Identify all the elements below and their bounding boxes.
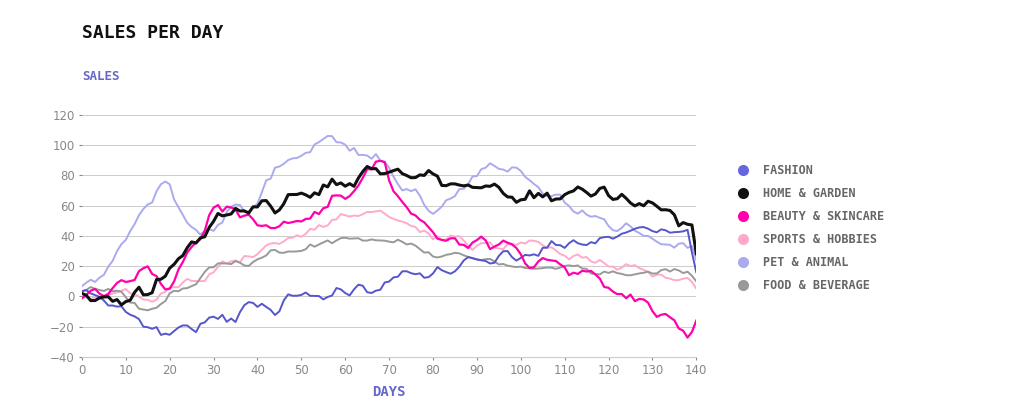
SPORTS & HOBBIES <box>76 295 88 300</box>
PET & ANIMAL <box>615 225 628 230</box>
BEAUTY & SKINCARE <box>615 291 628 296</box>
HOME & GARDEN <box>607 197 620 202</box>
FASHION <box>602 234 614 239</box>
FOOD & BEVERAGE <box>111 288 123 293</box>
HOME & GARDEN <box>620 196 632 201</box>
FOOD & BEVERAGE <box>141 308 154 313</box>
FASHION <box>111 304 123 309</box>
SPORTS & HOBBIES <box>146 299 159 304</box>
HOME & GARDEN <box>76 291 88 296</box>
HOME & GARDEN <box>669 212 681 217</box>
FASHION <box>282 292 294 297</box>
FASHION <box>76 289 88 294</box>
HOME & GARDEN <box>282 192 294 197</box>
FOOD & BEVERAGE <box>80 288 92 293</box>
PET & ANIMAL <box>602 224 614 229</box>
FASHION <box>615 231 628 236</box>
X-axis label: DAYS: DAYS <box>373 385 406 399</box>
FOOD & BEVERAGE <box>607 269 620 274</box>
Line: FOOD & BEVERAGE: FOOD & BEVERAGE <box>82 238 696 310</box>
SPORTS & HOBBIES <box>690 286 702 291</box>
Legend: FASHION, HOME & GARDEN, BEAUTY & SKINCARE, SPORTS & HOBBIES, PET & ANIMAL, FOOD : FASHION, HOME & GARDEN, BEAUTY & SKINCAR… <box>727 159 889 297</box>
BEAUTY & SKINCARE <box>690 318 702 323</box>
Text: SALES PER DAY: SALES PER DAY <box>82 24 223 42</box>
HOME & GARDEN <box>111 297 123 302</box>
PET & ANIMAL <box>80 280 92 285</box>
PET & ANIMAL <box>322 134 334 139</box>
HOME & GARDEN <box>690 251 702 256</box>
PET & ANIMAL <box>690 257 702 262</box>
Line: HOME & GARDEN: HOME & GARDEN <box>82 166 696 305</box>
FASHION <box>690 270 702 275</box>
SPORTS & HOBBIES <box>620 262 632 267</box>
BEAUTY & SKINCARE <box>681 335 693 340</box>
PET & ANIMAL <box>664 242 676 247</box>
Line: FASHION: FASHION <box>82 227 696 335</box>
FASHION <box>80 288 92 293</box>
Line: SPORTS & HOBBIES: SPORTS & HOBBIES <box>82 210 696 302</box>
Line: PET & ANIMAL: PET & ANIMAL <box>82 136 696 286</box>
SPORTS & HOBBIES <box>111 290 123 295</box>
SPORTS & HOBBIES <box>282 235 294 240</box>
HOME & GARDEN <box>80 293 92 298</box>
BEAUTY & SKINCARE <box>664 315 676 320</box>
FOOD & BEVERAGE <box>690 279 702 284</box>
Line: BEAUTY & SKINCARE: BEAUTY & SKINCARE <box>82 161 696 337</box>
FOOD & BEVERAGE <box>620 273 632 278</box>
FASHION <box>155 332 167 337</box>
BEAUTY & SKINCARE <box>278 219 290 224</box>
BEAUTY & SKINCARE <box>80 293 92 298</box>
PET & ANIMAL <box>111 249 123 254</box>
PET & ANIMAL <box>76 284 88 289</box>
SPORTS & HOBBIES <box>607 264 620 269</box>
HOME & GARDEN <box>116 303 128 308</box>
FASHION <box>638 225 650 229</box>
FOOD & BEVERAGE <box>76 288 88 293</box>
HOME & GARDEN <box>361 164 374 169</box>
FOOD & BEVERAGE <box>339 235 351 240</box>
Text: SALES: SALES <box>82 70 120 83</box>
BEAUTY & SKINCARE <box>111 281 123 286</box>
BEAUTY & SKINCARE <box>602 286 614 290</box>
BEAUTY & SKINCARE <box>76 296 88 301</box>
SPORTS & HOBBIES <box>669 278 681 283</box>
FOOD & BEVERAGE <box>282 249 294 254</box>
FASHION <box>669 229 681 234</box>
FOOD & BEVERAGE <box>669 266 681 271</box>
SPORTS & HOBBIES <box>374 208 386 213</box>
SPORTS & HOBBIES <box>80 295 92 300</box>
BEAUTY & SKINCARE <box>374 158 386 163</box>
PET & ANIMAL <box>278 161 290 166</box>
